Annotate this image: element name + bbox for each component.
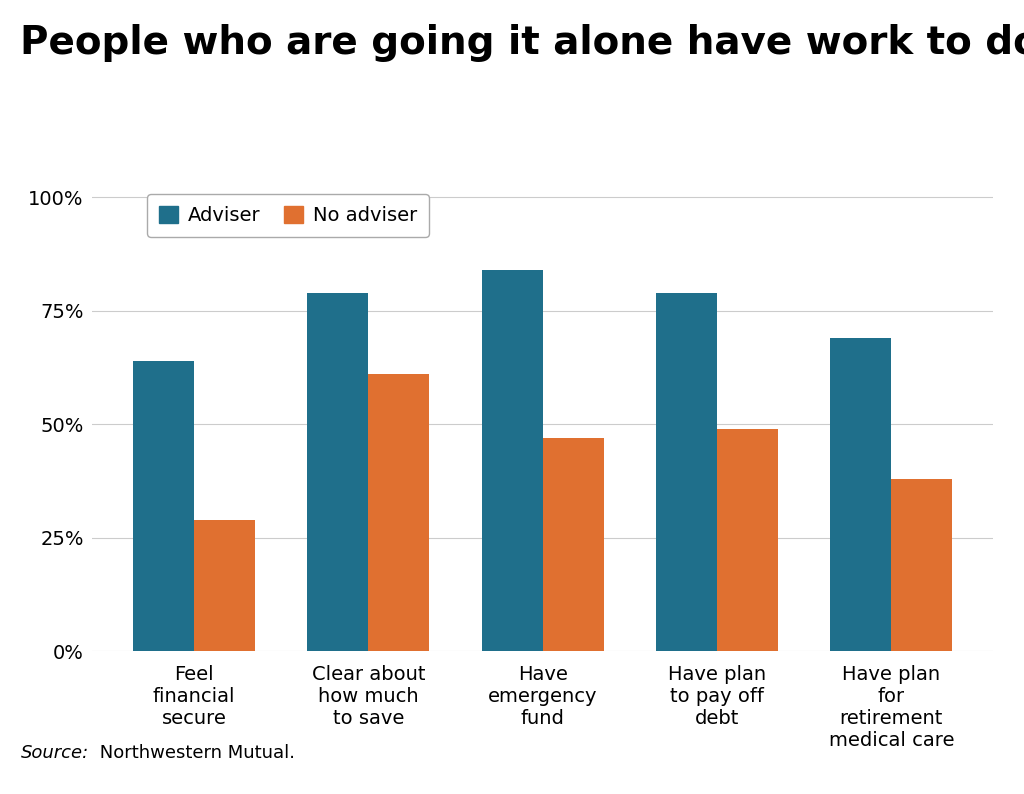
Bar <box>543 437 604 651</box>
Bar <box>369 374 429 651</box>
Legend: Adviser, No adviser: Adviser, No adviser <box>146 194 429 237</box>
Bar <box>830 338 891 651</box>
Bar <box>717 429 778 651</box>
Bar <box>656 293 717 651</box>
Bar <box>891 479 952 651</box>
Bar <box>481 270 543 651</box>
Text: People who are going it alone have work to do: People who are going it alone have work … <box>20 24 1024 62</box>
Bar <box>195 519 255 651</box>
Bar <box>307 293 369 651</box>
Bar <box>133 360 195 651</box>
Text: Northwestern Mutual.: Northwestern Mutual. <box>94 744 295 762</box>
Text: Source:: Source: <box>20 744 89 762</box>
